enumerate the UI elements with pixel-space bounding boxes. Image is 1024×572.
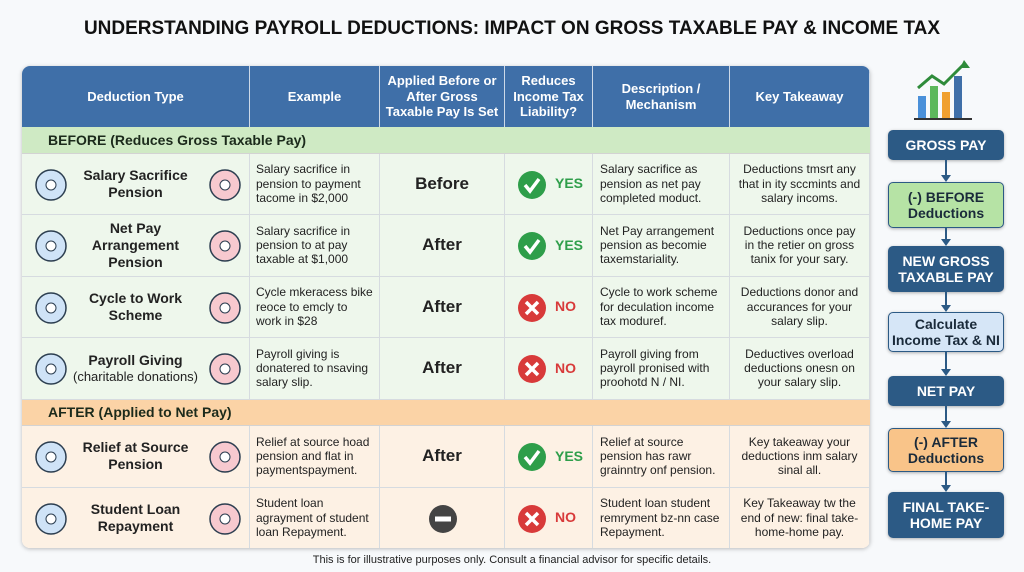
flow-arrow [941,472,951,492]
decorative-icon [35,291,67,324]
cross-icon [518,504,546,533]
flow-node: NEW GROSS TAXABLE PAY [888,246,1004,292]
description: Salary sacrifice as pension as net pay c… [593,153,730,215]
flow-node: GROSS PAY [888,130,1004,160]
flow-node: Calculate Income Tax & NI [888,312,1004,352]
flow-arrow [941,352,951,376]
flow-arrow [941,406,951,428]
applied: After [380,215,505,277]
header-cell: Applied Before or After Gross Taxable Pa… [380,66,505,127]
description: Student loan student remryment bz-nn cas… [593,487,730,548]
footer: This is for illustrative purposes only. … [312,554,712,566]
flow-arrow [941,228,951,246]
section-header: AFTER (Applied to Net Pay) [22,399,870,426]
applied: Before [380,153,505,215]
deduction-name: Relief at Source Pension [82,439,189,473]
deduction-name: Student Loan Repayment [90,500,181,534]
applied: After [380,338,505,400]
header-cell: Reduces Income Tax Liability? [505,66,593,127]
flow-node: (-) BEFORE Deductions [888,182,1004,228]
takeaway: Key takeaway your deductions inm salary … [730,426,870,488]
title: UNDERSTANDING PAYROLL DEDUCTIONS: IMPACT… [83,18,941,39]
takeaway: Deductions once pay in the retier on gro… [730,215,870,277]
decorative-icon [35,230,67,262]
check-icon [518,170,546,199]
deduction-name: Cycle to Work Scheme [88,289,183,323]
table: Deduction Type Example Applied Before or A… [22,66,870,548]
decorative-icon [209,230,241,262]
flow-node: NET PAY [888,376,1004,406]
decorative-icon [35,168,67,201]
chart-icon [914,60,972,120]
decorative-icon [35,502,67,535]
applied: After [380,426,505,488]
section-header: BEFORE (Reduces Gross Taxable Pay) [22,127,870,154]
takeaway: Key Takeaway tw the end of new: final ta… [730,487,870,548]
header-cell: Description / Mechanism [593,66,730,127]
description: Cycle to work scheme for deculation inco… [593,276,730,338]
decorative-icon [209,441,241,473]
description: Net Pay arrangement pension as becomie t… [593,215,730,277]
cross-icon [518,293,546,322]
deduction-name: Payroll Giving [88,352,183,369]
takeaway: Deductions donor and accurances for your… [730,276,870,338]
flow-arrow [941,160,951,182]
decorative-icon [209,168,241,201]
check-icon [518,443,546,471]
flow-node: (-) AFTER Deductions [888,428,1004,472]
example: Relief at source hoad pension and flat i… [250,426,380,488]
header-cell: Deduction Type [22,66,250,127]
flow-node: FINAL TAKE-HOME PAY [888,492,1004,538]
decorative-icon [35,353,67,385]
applied: After [380,276,505,338]
deduction-note: (charitable donations) [72,368,199,384]
example: Salary sacrifice in pension to at pay ta… [250,215,380,277]
deduction-name: Net Pay Arrangement Pension [91,220,180,270]
flow-arrow [941,292,951,312]
check-icon [518,232,546,260]
example: Cycle mkeracess bike reoce to emcly to w… [250,276,380,338]
decorative-icon [35,441,67,473]
deduction-name: Salary Sacrifice Pension [83,166,188,200]
example: Salary sacrifice in pension to payment t… [250,153,380,215]
example: Payroll giving is donatered to nsaving s… [250,338,380,400]
example: Student loan agrayment of student loan R… [250,487,380,548]
decorative-icon [209,502,241,535]
cross-icon [518,355,546,383]
decorative-icon [209,353,241,385]
decorative-icon [209,291,241,324]
takeaway: Deductions tmsrt any that in ity sccmint… [730,153,870,215]
header-cell: Example [250,66,380,127]
description: Payroll giving from payroll pronised wit… [593,338,730,400]
description: Relief at source pension has rawr grainn… [593,426,730,488]
takeaway: Deductives overload deductions onesn on … [730,338,870,400]
minus-icon [429,504,457,533]
header-cell: Key Takeaway [730,66,870,127]
